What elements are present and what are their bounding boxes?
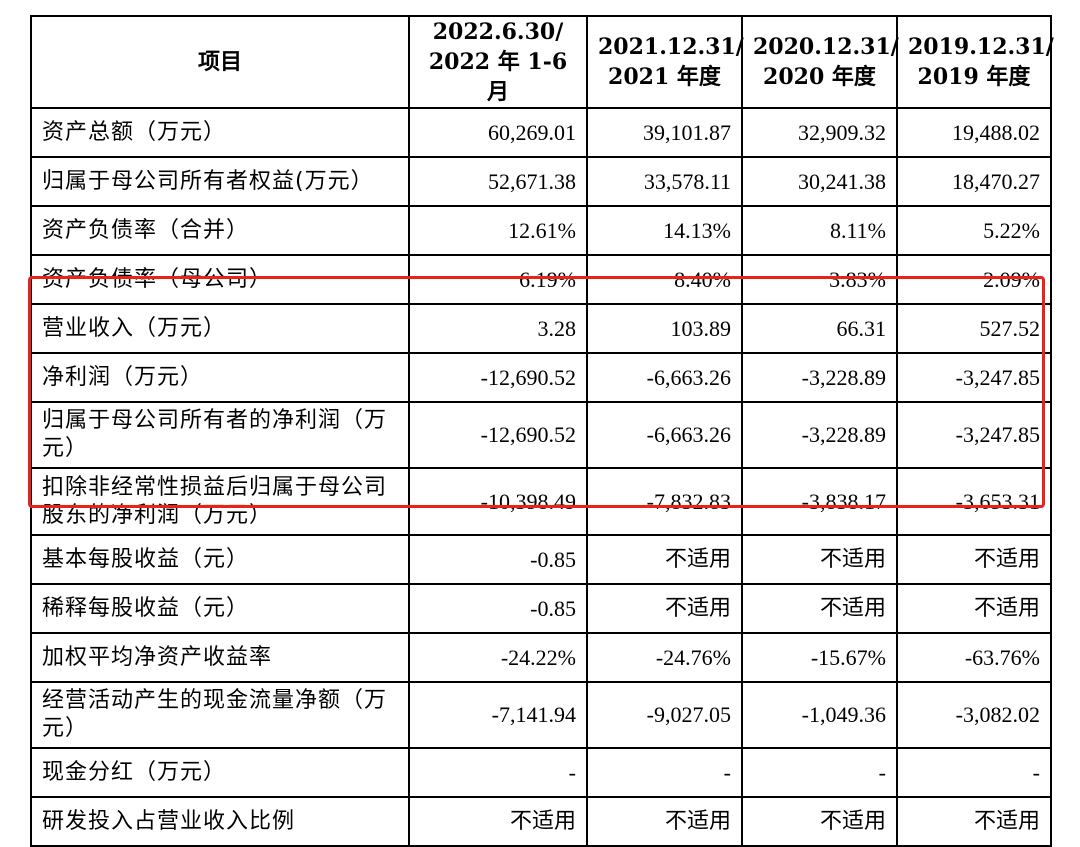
- header-col-2022h1: 2022.6.30/2022 年 1-6 月: [408, 15, 588, 109]
- cell-value: 8.40%: [586, 254, 743, 305]
- cell-value: 12.61%: [408, 205, 588, 256]
- table-row: 营业收入（万元） 3.28 103.89 66.31 527.52: [30, 303, 1052, 354]
- cell-value: -3,653.31: [896, 467, 1052, 536]
- cell-value: 5.22%: [896, 205, 1052, 256]
- table-row: 资产负债率（合并） 12.61% 14.13% 8.11% 5.22%: [30, 205, 1052, 256]
- table-row: 归属于母公司所有者权益(万元） 52,671.38 33,578.11 30,2…: [30, 156, 1052, 207]
- cell-value: 6.19%: [408, 254, 588, 305]
- row-label: 加权平均净资产收益率: [30, 632, 410, 683]
- cell-value: -: [586, 747, 743, 798]
- cell-value: 19,488.02: [896, 107, 1052, 158]
- row-label: 现金分红（万元）: [30, 747, 410, 798]
- row-label: 归属于母公司所有者的净利润（万元）: [30, 401, 410, 469]
- table-row: 资产负债率（母公司） 6.19% 8.40% 3.83% 2.09%: [30, 254, 1052, 305]
- cell-value: 103.89: [586, 303, 743, 354]
- row-label: 扣除非经常性损益后归属于母公司股东的净利润（万元）: [30, 467, 410, 536]
- cell-value: -10,398.49: [408, 467, 588, 536]
- table-row: 净利润（万元） -12,690.52 -6,663.26 -3,228.89 -…: [30, 352, 1052, 403]
- cell-value: -12,690.52: [408, 352, 588, 403]
- row-label: 资产负债率（合并）: [30, 205, 410, 256]
- cell-value: -: [741, 747, 898, 798]
- table-row: 归属于母公司所有者的净利润（万元） -12,690.52 -6,663.26 -…: [30, 401, 1052, 469]
- cell-value: -6,663.26: [586, 352, 743, 403]
- row-label: 资产负债率（母公司）: [30, 254, 410, 305]
- cell-value: 527.52: [896, 303, 1052, 354]
- cell-value: 不适用: [896, 534, 1052, 585]
- cell-value: -: [896, 747, 1052, 798]
- cell-value: -24.76%: [586, 632, 743, 683]
- cell-value: 52,671.38: [408, 156, 588, 207]
- cell-value: 2.09%: [896, 254, 1052, 305]
- cell-value: -: [408, 747, 588, 798]
- header-col-2021: 2021.12.31/2021 年度: [586, 15, 744, 109]
- cell-value: -3,082.02: [896, 681, 1052, 749]
- cell-value: 3.83%: [741, 254, 898, 305]
- financial-data-table: 项目 2022.6.30/2022 年 1-6 月 2021.12.31/202…: [30, 15, 1054, 847]
- row-label: 研发投入占营业收入比例: [30, 796, 410, 847]
- cell-value: 32,909.32: [741, 107, 898, 158]
- cell-value: 不适用: [408, 796, 588, 847]
- cell-value: -0.85: [408, 583, 588, 634]
- cell-value: 不适用: [896, 796, 1052, 847]
- row-label: 归属于母公司所有者权益(万元）: [30, 156, 410, 207]
- header-item: 项目: [30, 15, 410, 109]
- header-col-2020: 2020.12.31/2020 年度: [741, 15, 899, 109]
- cell-value: 8.11%: [741, 205, 898, 256]
- cell-value: 39,101.87: [586, 107, 743, 158]
- row-label: 资产总额（万元）: [30, 107, 410, 158]
- cell-value: -24.22%: [408, 632, 588, 683]
- cell-value: 不适用: [586, 583, 743, 634]
- cell-value: -9,027.05: [586, 681, 743, 749]
- cell-value: -7,832.83: [586, 467, 743, 536]
- row-label: 基本每股收益（元）: [30, 534, 410, 585]
- row-label: 营业收入（万元）: [30, 303, 410, 354]
- cell-value: 14.13%: [586, 205, 743, 256]
- table-row: 资产总额（万元） 60,269.01 39,101.87 32,909.32 1…: [30, 107, 1052, 158]
- table-header-row: 项目 2022.6.30/2022 年 1-6 月 2021.12.31/202…: [30, 15, 1054, 109]
- table-row: 稀释每股收益（元） -0.85 不适用 不适用 不适用: [30, 583, 1052, 634]
- cell-value: -3,838.17: [741, 467, 898, 536]
- row-label: 经营活动产生的现金流量净额（万元）: [30, 681, 410, 749]
- cell-value: 60,269.01: [408, 107, 588, 158]
- cell-value: -0.85: [408, 534, 588, 585]
- cell-value: 不适用: [741, 796, 898, 847]
- cell-value: -1,049.36: [741, 681, 898, 749]
- table-row: 现金分红（万元） - - - -: [30, 747, 1052, 798]
- row-label: 稀释每股收益（元）: [30, 583, 410, 634]
- cell-value: -15.67%: [741, 632, 898, 683]
- table-row: 扣除非经常性损益后归属于母公司股东的净利润（万元） -10,398.49 -7,…: [30, 467, 1052, 536]
- table-row: 研发投入占营业收入比例 不适用 不适用 不适用 不适用: [30, 796, 1052, 847]
- table-row: 经营活动产生的现金流量净额（万元） -7,141.94 -9,027.05 -1…: [30, 681, 1052, 749]
- cell-value: 33,578.11: [586, 156, 743, 207]
- cell-value: -3,228.89: [741, 401, 898, 469]
- cell-value: -6,663.26: [586, 401, 743, 469]
- cell-value: 30,241.38: [741, 156, 898, 207]
- table-row: 基本每股收益（元） -0.85 不适用 不适用 不适用: [30, 534, 1052, 585]
- cell-value: -3,228.89: [741, 352, 898, 403]
- cell-value: 不适用: [586, 796, 743, 847]
- cell-value: 不适用: [586, 534, 743, 585]
- cell-value: -12,690.52: [408, 401, 588, 469]
- cell-value: 66.31: [741, 303, 898, 354]
- cell-value: -63.76%: [896, 632, 1052, 683]
- cell-value: -3,247.85: [896, 352, 1052, 403]
- row-label: 净利润（万元）: [30, 352, 410, 403]
- table-row: 加权平均净资产收益率 -24.22% -24.76% -15.67% -63.7…: [30, 632, 1052, 683]
- cell-value: 18,470.27: [896, 156, 1052, 207]
- cell-value: -7,141.94: [408, 681, 588, 749]
- header-col-2019: 2019.12.31/2019 年度: [896, 15, 1054, 109]
- cell-value: 不适用: [741, 583, 898, 634]
- cell-value: -3,247.85: [896, 401, 1052, 469]
- cell-value: 3.28: [408, 303, 588, 354]
- cell-value: 不适用: [896, 583, 1052, 634]
- cell-value: 不适用: [741, 534, 898, 585]
